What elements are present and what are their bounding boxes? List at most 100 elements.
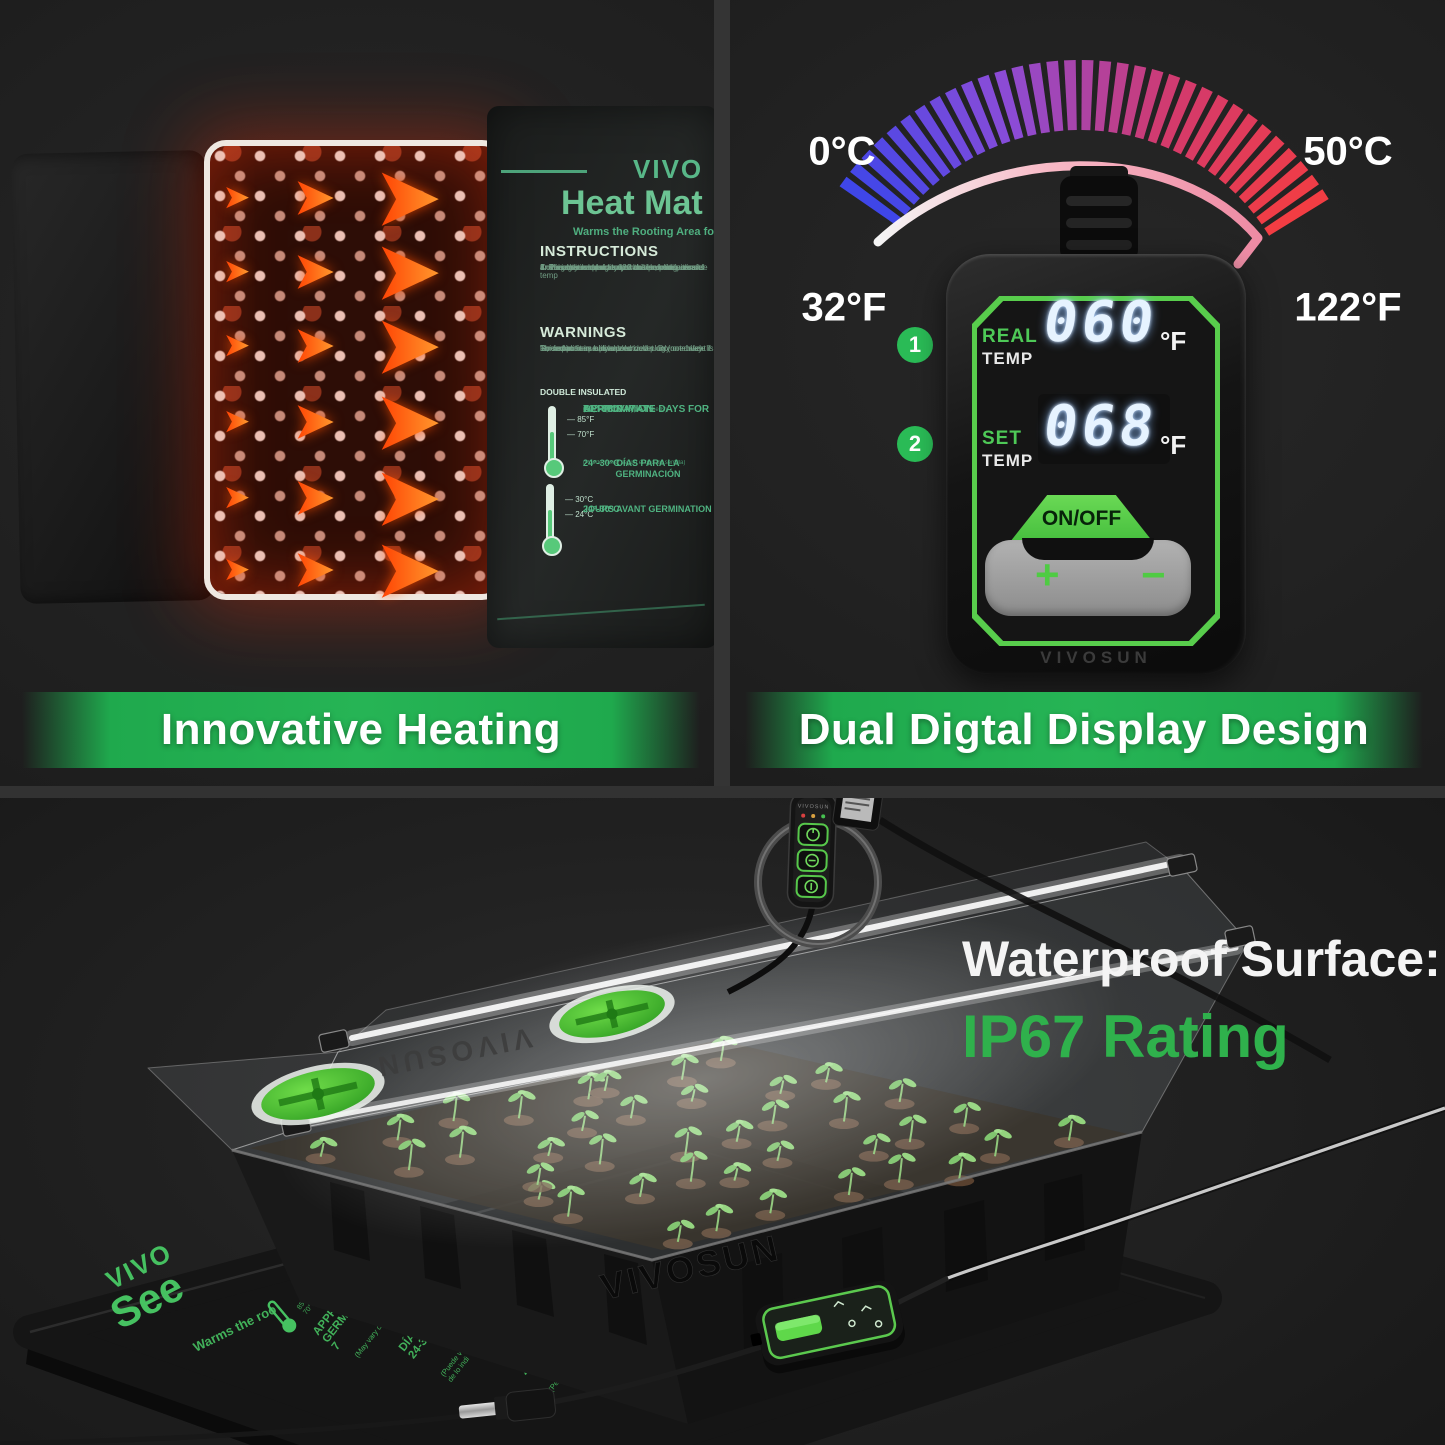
label-diagonal-line (497, 603, 705, 621)
power-adapter (832, 798, 884, 831)
heat-arrow-icon: ➤ (294, 245, 335, 298)
temp-label: TEMP (982, 349, 1034, 368)
cables (0, 817, 1445, 1445)
ip67-rating-label: IP67 Rating (962, 1003, 1289, 1070)
thermometer-icon (542, 406, 564, 478)
gauge-tick (1134, 69, 1164, 140)
vivosun-brand-embossed: VIVOSUN (1040, 648, 1152, 667)
gauge-tick (1094, 60, 1112, 132)
heat-arrow-icon: ➤ (376, 455, 440, 540)
power-plug (458, 1388, 556, 1422)
gauge-tick (961, 80, 998, 150)
waterproof-title: Waterproof Surface: (962, 931, 1441, 987)
humidity-dome (147, 841, 1249, 1262)
plug-metal-tip (458, 1401, 502, 1419)
real-label: REAL (982, 326, 1038, 347)
heat-arrow-icon: ➤ (224, 255, 250, 288)
gauge-tick (1081, 60, 1094, 131)
plus-minus-pod: + − (985, 538, 1191, 616)
gauge-label-122f: 122°F (1294, 285, 1402, 330)
remote-button-icons (804, 827, 820, 894)
gauge-tick (1011, 65, 1037, 137)
heat-arrow-icon: ➤ (224, 481, 250, 514)
set-unit: °F (1160, 430, 1187, 460)
inline-thermostat (750, 1280, 905, 1374)
label-line: Do not immerse in water. (540, 344, 629, 353)
germination-line: DÍAS PARA LA GERMINACIÓN (615, 458, 681, 479)
gauge-tick (1121, 65, 1147, 136)
real-temp-value: 060 (1039, 290, 1162, 355)
mat-thermometer-icon (267, 1300, 297, 1333)
heat-arrow-icon: ➤ (376, 155, 440, 240)
caption-dual-display: Dual Digtal Display Design (798, 705, 1370, 754)
gauge-label-0c: 0°C (808, 129, 876, 174)
germination-note: (Puede variar según el tipo de semilla) (583, 460, 686, 466)
label-line: 2. For warmer mat temperatures, place it… (540, 263, 708, 272)
dome-inner-glow (276, 911, 1124, 1249)
remote-assembly: VIVOSUN (754, 798, 884, 948)
thermostat-port (750, 1333, 762, 1347)
germination-note: (May vary due to type of seeds) (583, 407, 668, 413)
dome-base-rim (231, 1130, 1143, 1262)
germination-line: 24°-30°C (583, 504, 620, 514)
label-line: and maintain humidity control for better… (540, 263, 705, 272)
gauge-label-50c: 50°C (1303, 129, 1393, 174)
caption-innovative-heating: Innovative Heating (160, 705, 562, 754)
gauge-tick (1208, 113, 1258, 176)
temperature-controller: REAL TEMP 060 °F SET TEMP 068 °F ON/OFF … (946, 254, 1246, 674)
panel-waterproof: VIVO See Warms the roo APPROXIMAGERMI7(M… (0, 798, 1445, 1445)
label-line: Covering your plant tray with a humidity… (540, 263, 703, 272)
dome-vent-left (251, 1062, 385, 1126)
gauge-tick (1238, 147, 1297, 204)
heat-arrow-icon: ➤ (376, 303, 440, 388)
gauge-tick (1256, 174, 1319, 225)
led-strip-front (309, 945, 1239, 1123)
gauge-label-32f: 32°F (801, 285, 887, 330)
remote-brand: VIVOSUN (798, 803, 830, 810)
label-line: This appliance has a polarized plug (one… (540, 344, 714, 353)
panel-dual-display: 0°C 50°C 32°F 122°F 1 2 REAL TEMP 060 °F… (730, 0, 1445, 786)
set-temp-value: 068 (1039, 394, 1162, 459)
plus-button: + (1035, 551, 1060, 598)
gauge-tick (1218, 124, 1272, 185)
label-rule (501, 170, 587, 173)
label-line: 3. Plug the mat into a 120 volt power so… (540, 263, 697, 272)
dome-clamps (280, 853, 1256, 1137)
gauge-tick (886, 125, 940, 186)
set-label: SET (982, 428, 1022, 449)
gauge-tick (1108, 62, 1129, 134)
temperature-gauge (839, 60, 1329, 269)
heat-arrow-icon: ➤ (294, 543, 335, 596)
heat-mat-back-photo (11, 150, 215, 604)
panel-innovative-heating: ➤ ➤ ➤ ➤ ➤ ➤ ➤ ➤ ➤ ➤ ➤ ➤ ➤ ➤ ➤ ➤ ➤ ➤ VIVO Heat Mat Warms t… (0, 0, 714, 786)
gauge-tick (900, 114, 951, 177)
gauge-tick (1147, 73, 1181, 144)
caption-banner-heating: Innovative Heating (22, 692, 700, 768)
heat-arrow-icon: ➤ (376, 527, 440, 612)
heat-arrow-icon: ➤ (294, 471, 335, 524)
heating-dots-pattern (210, 146, 498, 594)
heat-arrow-icon: ➤ (294, 319, 335, 372)
heat-mat-title: Heat Mat (561, 184, 703, 222)
gauge-tick (1046, 60, 1064, 132)
heat-arrow-icon: ➤ (376, 229, 440, 314)
thermostat-icons (833, 1300, 883, 1328)
label-line: For indoor use only. (540, 344, 611, 353)
gauge-tick (850, 162, 911, 216)
step-badge-2: 2 (897, 426, 933, 462)
led-strip-back (349, 859, 1183, 1041)
germination-line: 24°-30°C (583, 458, 620, 468)
thermometer-icon (540, 484, 562, 556)
adapter-label (840, 798, 875, 822)
gauge-tick (1172, 86, 1213, 155)
thermometer-marks-c: — 30°C — 24°C (565, 495, 594, 519)
heat-mat-subtitle: Warms the Rooting Area for (573, 226, 714, 238)
gauge-tick (839, 176, 903, 226)
step-badge-1: 1 (897, 327, 933, 363)
panel-divider-horizontal (0, 786, 1445, 798)
gauge-tick (977, 74, 1011, 145)
waterproof-text-block: Waterproof Surface: IP67 Rating (962, 930, 1441, 1071)
germination-line: GERMINATION (583, 404, 654, 415)
set-temp-recess (1038, 394, 1170, 464)
gauge-tick (1160, 79, 1197, 149)
